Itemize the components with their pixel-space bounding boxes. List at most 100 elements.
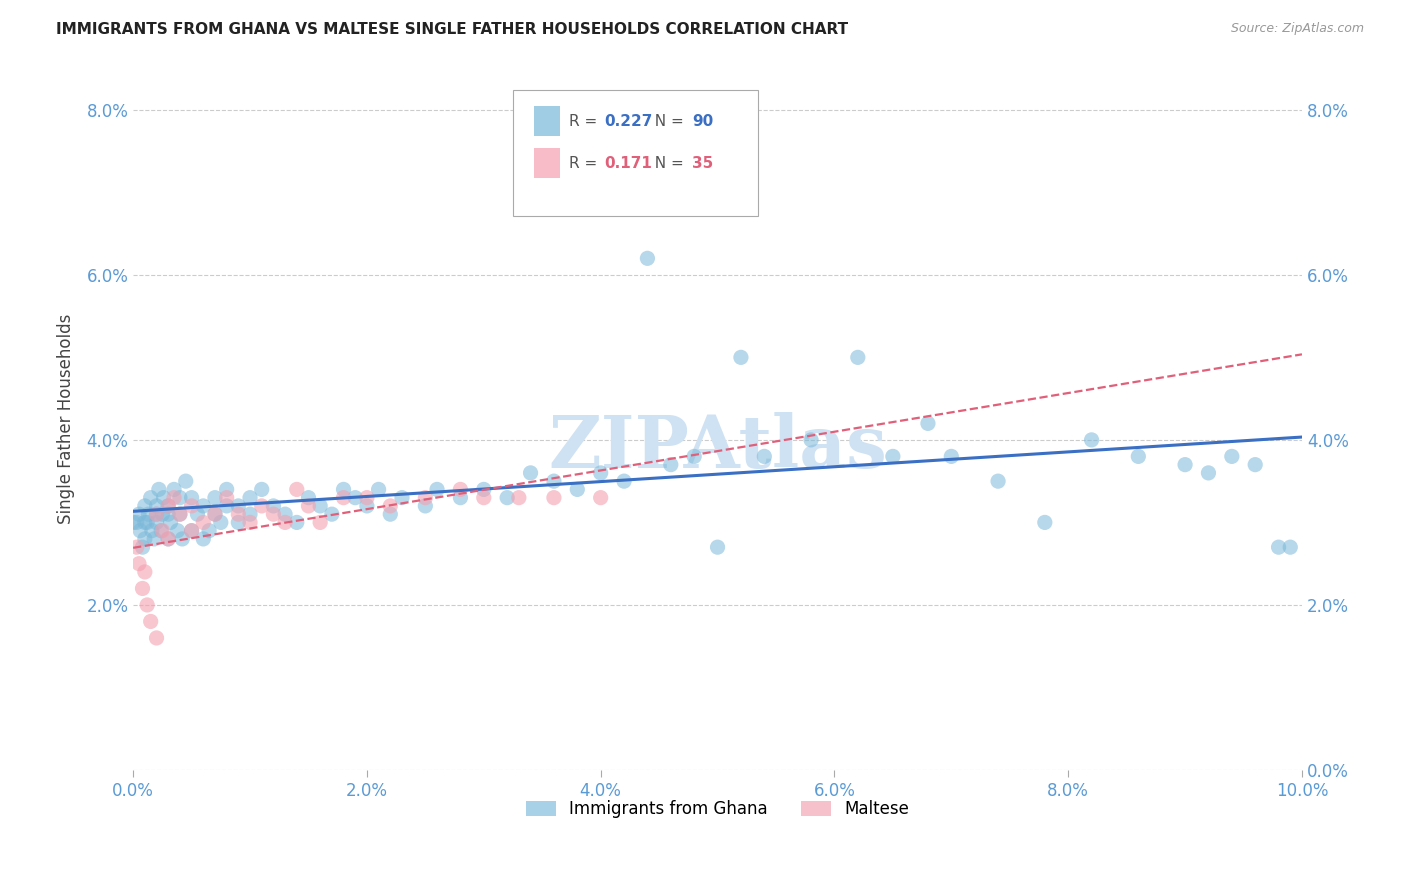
Immigrants from Ghana [166,524,188,538]
Immigrants from Ghana [150,524,173,538]
Legend: Immigrants from Ghana, Maltese: Immigrants from Ghana, Maltese [519,794,915,825]
Maltese [297,499,319,513]
Immigrants from Ghana [131,540,153,554]
Maltese [169,507,191,521]
Text: ZIPAtlas: ZIPAtlas [548,412,887,483]
Immigrants from Ghana [169,491,191,505]
Immigrants from Ghana [846,351,869,365]
Immigrants from Ghana [136,516,159,530]
Immigrants from Ghana [204,507,226,521]
Immigrants from Ghana [150,507,173,521]
Maltese [134,565,156,579]
Immigrants from Ghana [228,516,250,530]
Text: R =: R = [569,113,602,128]
Immigrants from Ghana [169,507,191,521]
Immigrants from Ghana [172,532,194,546]
Immigrants from Ghana [917,417,939,431]
Immigrants from Ghana [180,524,202,538]
Maltese [262,507,284,521]
Text: IMMIGRANTS FROM GHANA VS MALTESE SINGLE FATHER HOUSEHOLDS CORRELATION CHART: IMMIGRANTS FROM GHANA VS MALTESE SINGLE … [56,22,848,37]
Immigrants from Ghana [134,499,156,513]
Immigrants from Ghana [730,351,752,365]
Maltese [589,491,612,505]
Immigrants from Ghana [1174,458,1197,472]
Immigrants from Ghana [129,524,152,538]
Immigrants from Ghana [567,483,589,497]
Text: N =: N = [645,113,689,128]
Immigrants from Ghana [157,532,180,546]
Immigrants from Ghana [882,450,904,464]
Immigrants from Ghana [332,483,354,497]
Immigrants from Ghana [1033,516,1056,530]
Text: R =: R = [569,156,602,170]
Maltese [128,557,150,571]
Immigrants from Ghana [215,499,238,513]
Maltese [163,491,186,505]
Maltese [150,524,173,538]
Immigrants from Ghana [636,252,658,266]
Immigrants from Ghana [426,483,449,497]
Immigrants from Ghana [228,499,250,513]
Immigrants from Ghana [138,507,160,521]
Immigrants from Ghana [297,491,319,505]
Maltese [180,524,202,538]
FancyBboxPatch shape [534,148,560,178]
Text: Source: ZipAtlas.com: Source: ZipAtlas.com [1230,22,1364,36]
FancyBboxPatch shape [534,106,560,136]
Immigrants from Ghana [122,516,145,530]
Immigrants from Ghana [125,516,148,530]
Immigrants from Ghana [367,483,389,497]
Immigrants from Ghana [706,540,728,554]
Maltese [204,507,226,521]
Immigrants from Ghana [1080,433,1102,447]
Maltese [309,516,332,530]
Maltese [157,499,180,513]
Immigrants from Ghana [128,507,150,521]
Immigrants from Ghana [380,507,402,521]
Maltese [228,507,250,521]
Maltese [136,598,159,612]
Immigrants from Ghana [987,474,1010,488]
FancyBboxPatch shape [513,89,758,216]
Text: 0.171: 0.171 [605,156,652,170]
Immigrants from Ghana [356,499,378,513]
Immigrants from Ghana [1197,466,1219,480]
Immigrants from Ghana [204,491,226,505]
Maltese [215,491,238,505]
Immigrants from Ghana [193,499,215,513]
Text: 35: 35 [692,156,713,170]
Immigrants from Ghana [250,483,273,497]
Immigrants from Ghana [209,516,232,530]
Immigrants from Ghana [186,507,208,521]
Maltese [543,491,565,505]
Maltese [356,491,378,505]
Y-axis label: Single Father Households: Single Father Households [58,314,75,524]
Immigrants from Ghana [344,491,367,505]
Immigrants from Ghana [152,491,174,505]
Immigrants from Ghana [321,507,343,521]
Maltese [131,582,153,596]
Immigrants from Ghana [659,458,682,472]
Immigrants from Ghana [472,483,495,497]
Immigrants from Ghana [174,474,197,488]
Immigrants from Ghana [636,169,658,183]
Maltese [380,499,402,513]
Maltese [415,491,437,505]
Immigrants from Ghana [415,499,437,513]
Maltese [274,516,297,530]
Immigrants from Ghana [145,507,167,521]
Immigrants from Ghana [180,491,202,505]
Maltese [145,631,167,645]
Maltese [332,491,354,505]
Maltese [472,491,495,505]
Immigrants from Ghana [163,483,186,497]
Immigrants from Ghana [496,491,519,505]
Text: 0.227: 0.227 [605,113,652,128]
Maltese [285,483,308,497]
Maltese [508,491,530,505]
Immigrants from Ghana [754,450,776,464]
Immigrants from Ghana [239,507,262,521]
Immigrants from Ghana [1244,458,1267,472]
Immigrants from Ghana [274,507,297,521]
Immigrants from Ghana [1128,450,1150,464]
